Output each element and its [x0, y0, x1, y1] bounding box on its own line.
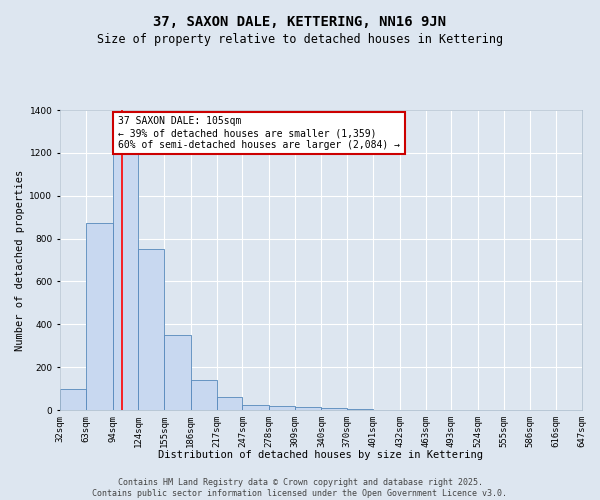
Bar — [138, 250, 164, 410]
Text: Contains HM Land Registry data © Crown copyright and database right 2025.
Contai: Contains HM Land Registry data © Crown c… — [92, 478, 508, 498]
Text: 37, SAXON DALE, KETTERING, NN16 9JN: 37, SAXON DALE, KETTERING, NN16 9JN — [154, 15, 446, 29]
Bar — [113, 116, 138, 410]
Bar — [60, 388, 86, 410]
Bar — [295, 407, 322, 410]
X-axis label: Distribution of detached houses by size in Kettering: Distribution of detached houses by size … — [158, 450, 484, 460]
Bar — [217, 397, 242, 410]
Bar — [269, 406, 295, 410]
Bar — [191, 380, 217, 410]
Bar — [347, 409, 373, 410]
Text: Size of property relative to detached houses in Kettering: Size of property relative to detached ho… — [97, 32, 503, 46]
Bar — [322, 408, 347, 410]
Bar — [86, 222, 113, 410]
Bar — [164, 335, 191, 410]
Bar — [242, 404, 269, 410]
Text: 37 SAXON DALE: 105sqm
← 39% of detached houses are smaller (1,359)
60% of semi-d: 37 SAXON DALE: 105sqm ← 39% of detached … — [118, 116, 400, 150]
Y-axis label: Number of detached properties: Number of detached properties — [15, 170, 25, 350]
